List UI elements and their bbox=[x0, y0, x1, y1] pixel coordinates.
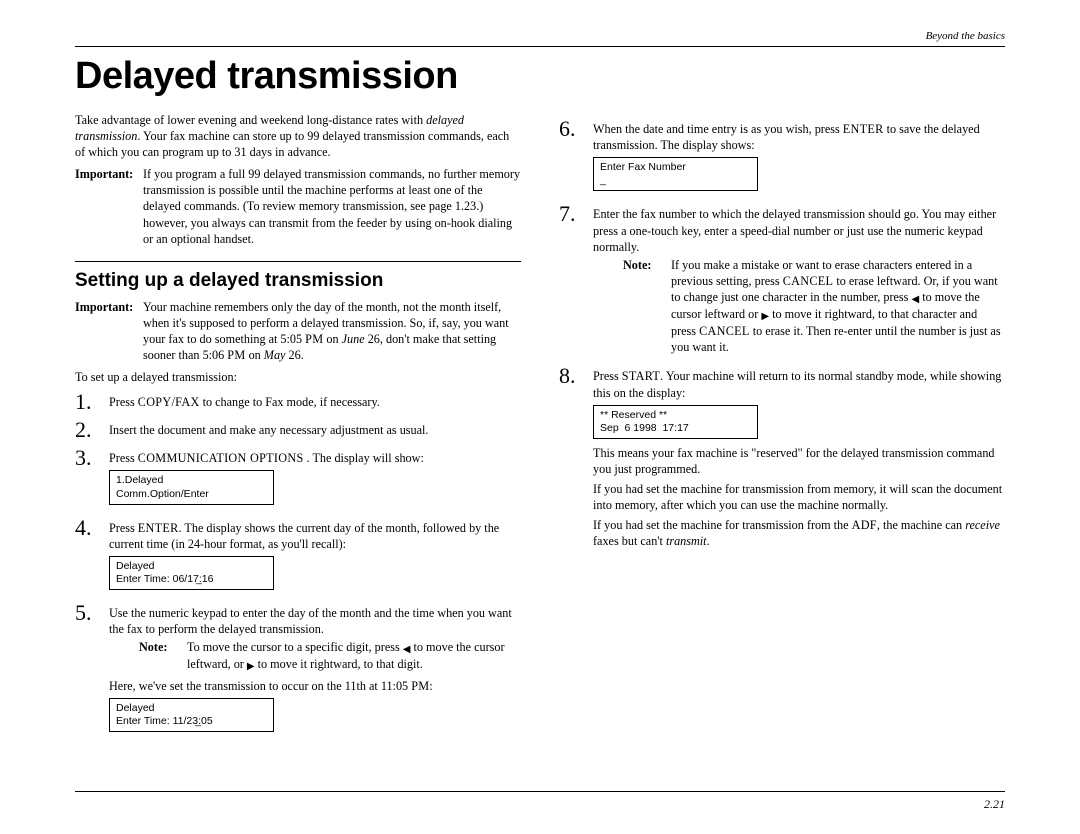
step-5-note: Note: To move the cursor to a specific d… bbox=[139, 639, 521, 673]
step-2: 2. Insert the document and make any nece… bbox=[75, 419, 521, 441]
t: to move it rightward, to that digit. bbox=[255, 657, 423, 671]
pm: PM bbox=[411, 679, 429, 693]
t: . bbox=[707, 534, 710, 548]
section-important-label: Important: bbox=[75, 299, 143, 363]
lcd-display: Delayed Enter Time: 06/17̲:16 bbox=[109, 556, 274, 590]
t: Enter the fax number to which the delaye… bbox=[593, 207, 996, 253]
right-column: 6. When the date and time entry is as yo… bbox=[559, 112, 1005, 744]
t: Press bbox=[593, 369, 622, 383]
note-text: If you make a mistake or want to erase c… bbox=[671, 257, 1005, 356]
step-7-note: Note: If you make a mistake or want to e… bbox=[623, 257, 1005, 356]
t: To move the cursor to a specific digit, … bbox=[187, 640, 403, 654]
step-number: 3. bbox=[75, 447, 109, 469]
em: May bbox=[264, 348, 286, 362]
header-section-label: Beyond the basics bbox=[75, 30, 1005, 42]
pm: PM bbox=[227, 348, 245, 362]
intro-text-b: . Your fax machine can store up to 99 de… bbox=[75, 129, 509, 159]
step-number: 7. bbox=[559, 203, 593, 225]
key: CANCEL bbox=[783, 274, 834, 288]
important-text: If you program a full 99 delayed transmi… bbox=[143, 166, 521, 246]
step-4: 4. Press ENTER. The display shows the cu… bbox=[75, 517, 521, 596]
key: ENTER bbox=[138, 521, 179, 535]
key: COMMUNICATION OPTIONS bbox=[138, 451, 304, 465]
step-number: 5. bbox=[75, 602, 109, 624]
step-8-p1: This means your fax machine is "reserved… bbox=[593, 445, 1005, 477]
step-1: 1. Press COPY/FAX to change to Fax mode,… bbox=[75, 391, 521, 413]
step-number: 1. bbox=[75, 391, 109, 413]
t: When the date and time entry is as you w… bbox=[593, 122, 843, 136]
key: COPY/FAX bbox=[138, 395, 200, 409]
step-8-p3: If you had set the machine for transmiss… bbox=[593, 517, 1005, 549]
step-7: 7. Enter the fax number to which the del… bbox=[559, 203, 1005, 359]
section-important-text: Your machine remembers only the day of t… bbox=[143, 299, 521, 363]
t: faxes but can't bbox=[593, 534, 666, 548]
t: Here, we've set the transmission to occu… bbox=[109, 679, 411, 693]
step-8-p2: If you had set the machine for transmiss… bbox=[593, 481, 1005, 513]
step-number: 4. bbox=[75, 517, 109, 539]
em: transmit bbox=[666, 534, 707, 548]
top-rule bbox=[75, 46, 1005, 47]
t: Press bbox=[109, 395, 138, 409]
step-body: Insert the document and make any necessa… bbox=[109, 419, 521, 438]
t: , the machine can bbox=[877, 518, 965, 532]
intro-text-a: Take advantage of lower evening and week… bbox=[75, 113, 426, 127]
em: June bbox=[342, 332, 365, 346]
pm: PM bbox=[305, 332, 323, 346]
right-arrow-icon bbox=[247, 657, 255, 673]
key: ADF bbox=[852, 518, 877, 532]
step-6: 6. When the date and time entry is as yo… bbox=[559, 118, 1005, 197]
bottom-rule bbox=[75, 791, 1005, 792]
left-column: Take advantage of lower evening and week… bbox=[75, 112, 521, 744]
t: : bbox=[429, 679, 432, 693]
key: ENTER bbox=[843, 122, 884, 136]
t: . The display will show: bbox=[304, 451, 424, 465]
note-label: Note: bbox=[623, 257, 671, 356]
lead-in: To set up a delayed transmission: bbox=[75, 369, 521, 385]
lcd-display: Enter Fax Number _ bbox=[593, 157, 758, 191]
step-body: Press START. Your machine will return to… bbox=[593, 365, 1005, 553]
important-label: Important: bbox=[75, 166, 143, 246]
lcd-display: ** Reserved ** Sep 6 1998 17:17 bbox=[593, 405, 758, 439]
t: Press bbox=[109, 451, 138, 465]
step-5: 5. Use the numeric keypad to enter the d… bbox=[75, 602, 521, 738]
section-heading: Setting up a delayed transmission bbox=[75, 268, 521, 293]
note-text: To move the cursor to a specific digit, … bbox=[187, 639, 521, 673]
page-number: 2.21 bbox=[984, 797, 1005, 812]
t: If you had set the machine for transmiss… bbox=[593, 518, 852, 532]
step-body: Press ENTER. The display shows the curre… bbox=[109, 517, 521, 596]
step-body: Press COMMUNICATION OPTIONS . The displa… bbox=[109, 447, 521, 510]
step-number: 8. bbox=[559, 365, 593, 387]
page-title: Delayed transmission bbox=[75, 55, 1005, 98]
step-body: Enter the fax number to which the delaye… bbox=[593, 203, 1005, 359]
step-3: 3. Press COMMUNICATION OPTIONS . The dis… bbox=[75, 447, 521, 510]
right-arrow-icon bbox=[761, 307, 769, 323]
t: on bbox=[246, 348, 264, 362]
note-label: Note: bbox=[139, 639, 187, 673]
step-body: When the date and time entry is as you w… bbox=[593, 118, 1005, 197]
step-8: 8. Press START. Your machine will return… bbox=[559, 365, 1005, 553]
step-number: 6. bbox=[559, 118, 593, 140]
step-body: Press COPY/FAX to change to Fax mode, if… bbox=[109, 391, 521, 410]
key: START bbox=[622, 369, 660, 383]
content-columns: Take advantage of lower evening and week… bbox=[75, 112, 1005, 744]
intro-important: Important: If you program a full 99 dela… bbox=[75, 166, 521, 246]
step-number: 2. bbox=[75, 419, 109, 441]
t: to change to Fax mode, if necessary. bbox=[200, 395, 380, 409]
em: receive bbox=[965, 518, 1000, 532]
section-rule bbox=[75, 261, 521, 262]
lcd-display: 1.Delayed Comm.Option/Enter bbox=[109, 470, 274, 504]
step-body: Use the numeric keypad to enter the day … bbox=[109, 602, 521, 738]
lcd-display: Delayed Enter Time: 11/23̲:05 bbox=[109, 698, 274, 732]
t: 26. bbox=[285, 348, 303, 362]
t: Use the numeric keypad to enter the day … bbox=[109, 606, 512, 636]
key: CANCEL bbox=[699, 324, 750, 338]
t: on bbox=[323, 332, 341, 346]
t: Press bbox=[109, 521, 138, 535]
section-important: Important: Your machine remembers only t… bbox=[75, 299, 521, 363]
intro-paragraph: Take advantage of lower evening and week… bbox=[75, 112, 521, 160]
step-5-after: Here, we've set the transmission to occu… bbox=[109, 678, 521, 694]
